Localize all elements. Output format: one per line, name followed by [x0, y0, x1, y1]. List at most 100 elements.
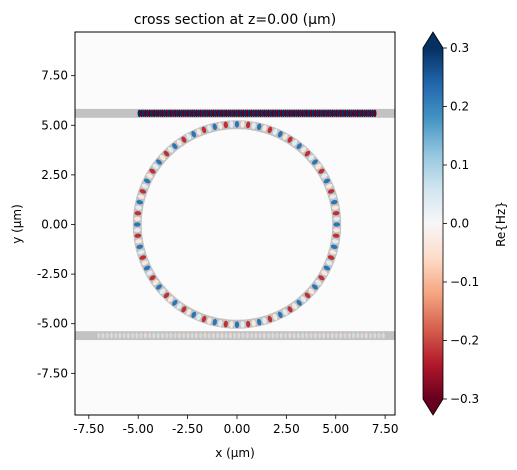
field-lobe-bottom [237, 332, 241, 339]
field-lobe-bottom [173, 332, 177, 339]
field-lobe-ring [329, 250, 337, 255]
field-lobe-ring [223, 320, 228, 328]
field-lobe-ring [332, 233, 340, 238]
field-lobe-bottom [118, 332, 122, 339]
field-lobe-bottom [279, 332, 283, 339]
field-lobe-bottom [190, 332, 194, 339]
field-lobe-ring [240, 321, 245, 328]
colorbar-tick-label: −0.3 [450, 392, 479, 406]
field-lobe-ring [229, 321, 234, 328]
field-lobe-bottom [305, 332, 309, 339]
y-axis: 7.50 5.00 2.50 0.00 -2.50 -5.00 -7.50 [37, 69, 75, 380]
field-lobe-ring [304, 292, 311, 299]
field-lobe-bottom [249, 332, 254, 339]
field-lobe-bottom [300, 332, 305, 339]
field-lobe-bottom [143, 332, 148, 339]
field-lobe-bottom [182, 332, 186, 339]
field-lobe-ring [136, 244, 144, 249]
y-tick-label: 2.50 [41, 168, 68, 182]
field-lobe-ring [333, 228, 340, 233]
field-lobe-bottom [152, 332, 156, 339]
field-lobe-bottom [254, 332, 258, 339]
field-lobe-bottom [186, 332, 190, 339]
field-lobe-bottom [122, 332, 126, 339]
field-lobe-bottom [377, 332, 381, 339]
field-lobe-ring [196, 128, 202, 136]
field-lobe-ring [331, 205, 339, 210]
field-lobe-bottom [347, 332, 351, 339]
field-lobe-ring [186, 309, 192, 316]
field-lobe-bottom [364, 332, 368, 339]
field-lobe-ring [167, 146, 174, 153]
y-axis-label: y (μm) [10, 204, 24, 244]
field-lobe-ring [312, 159, 318, 165]
y-tick-label: 7.50 [41, 69, 68, 83]
field-lobe-ring [323, 265, 331, 271]
field-lobe-ring [267, 315, 273, 323]
field-lobe-bottom [313, 332, 317, 339]
field-lobe-bottom [288, 332, 292, 339]
field-lobe-bottom [283, 332, 288, 339]
field-lobe-ring [146, 270, 153, 276]
field-lobe-ring [256, 318, 262, 326]
colorbar-ticks: 0.3 0.2 0.1 0.0 −0.1 −0.2 −0.3 [443, 41, 479, 406]
field-lobe-bottom [339, 332, 343, 339]
colorbar-gradient [423, 48, 443, 399]
field-lobe-ring [218, 122, 223, 130]
field-lobe-bottom [233, 332, 237, 339]
plot-layer [75, 108, 395, 341]
y-tick-label: -5.00 [37, 317, 68, 331]
field-lobe-bottom [262, 332, 266, 339]
field-lobe-ring [246, 121, 251, 129]
field-lobe-ring [251, 122, 256, 130]
field-lobe-ring [262, 317, 267, 325]
field-lobe-ring [229, 121, 234, 128]
field-lobe-ring [159, 154, 166, 161]
field-lobe-ring [223, 121, 228, 129]
field-lobe-ring [172, 143, 178, 150]
field-lobe-ring [287, 306, 293, 313]
field-lobe-bottom [97, 332, 101, 339]
field-lobe-ring [308, 154, 315, 161]
field-lobe-ring [327, 189, 335, 194]
field-lobe-ring [143, 178, 151, 184]
colorbar-extend-top [423, 32, 443, 48]
field-lobe-bottom [356, 332, 360, 339]
field-lobe-bottom [216, 332, 220, 339]
field-lobe-ring [156, 284, 162, 290]
field-lobe-bottom [211, 332, 215, 339]
field-lobe-ring [201, 126, 207, 134]
field-lobe-bottom [351, 332, 356, 339]
field-lobe-ring [277, 131, 283, 138]
colorbar-tick-label: 0.1 [450, 158, 469, 172]
field-lobe-ring [163, 292, 170, 299]
field-lobe-ring [330, 244, 338, 249]
field-lobe-ring [246, 320, 251, 328]
field-lobe-bottom [126, 332, 131, 339]
field-lobe-bottom [199, 332, 203, 339]
x-tick-label: 2.50 [273, 422, 300, 436]
field-lobe-ring [300, 146, 307, 153]
field-lobe-bottom [241, 332, 245, 339]
field-lobe-ring [172, 299, 178, 306]
field-lobe-bottom [322, 332, 326, 339]
field-lobe-ring [176, 139, 182, 146]
colorbar-tick-label: 0.3 [450, 41, 469, 55]
field-lobe-bottom [292, 332, 296, 339]
field-lobe-ring [207, 317, 212, 325]
field-lobe-ring [234, 321, 240, 329]
field-lobe-ring [186, 133, 192, 140]
field-lobe-ring [191, 131, 197, 138]
field-lobe-ring [240, 121, 245, 128]
field-lobe-ring [234, 120, 240, 128]
field-lobe-bottom [224, 332, 228, 339]
field-lobe-ring [159, 288, 166, 295]
y-tick-label: 5.00 [41, 118, 68, 132]
field-lobe-ring [141, 183, 149, 189]
field-lobe-ring [134, 233, 142, 238]
field-lobe-ring [181, 306, 187, 313]
field-lobe-ring [312, 284, 318, 290]
field-lobe-bottom [139, 332, 143, 339]
field-lobe-bottom [177, 332, 181, 339]
y-tick-label: 0.00 [41, 217, 68, 231]
